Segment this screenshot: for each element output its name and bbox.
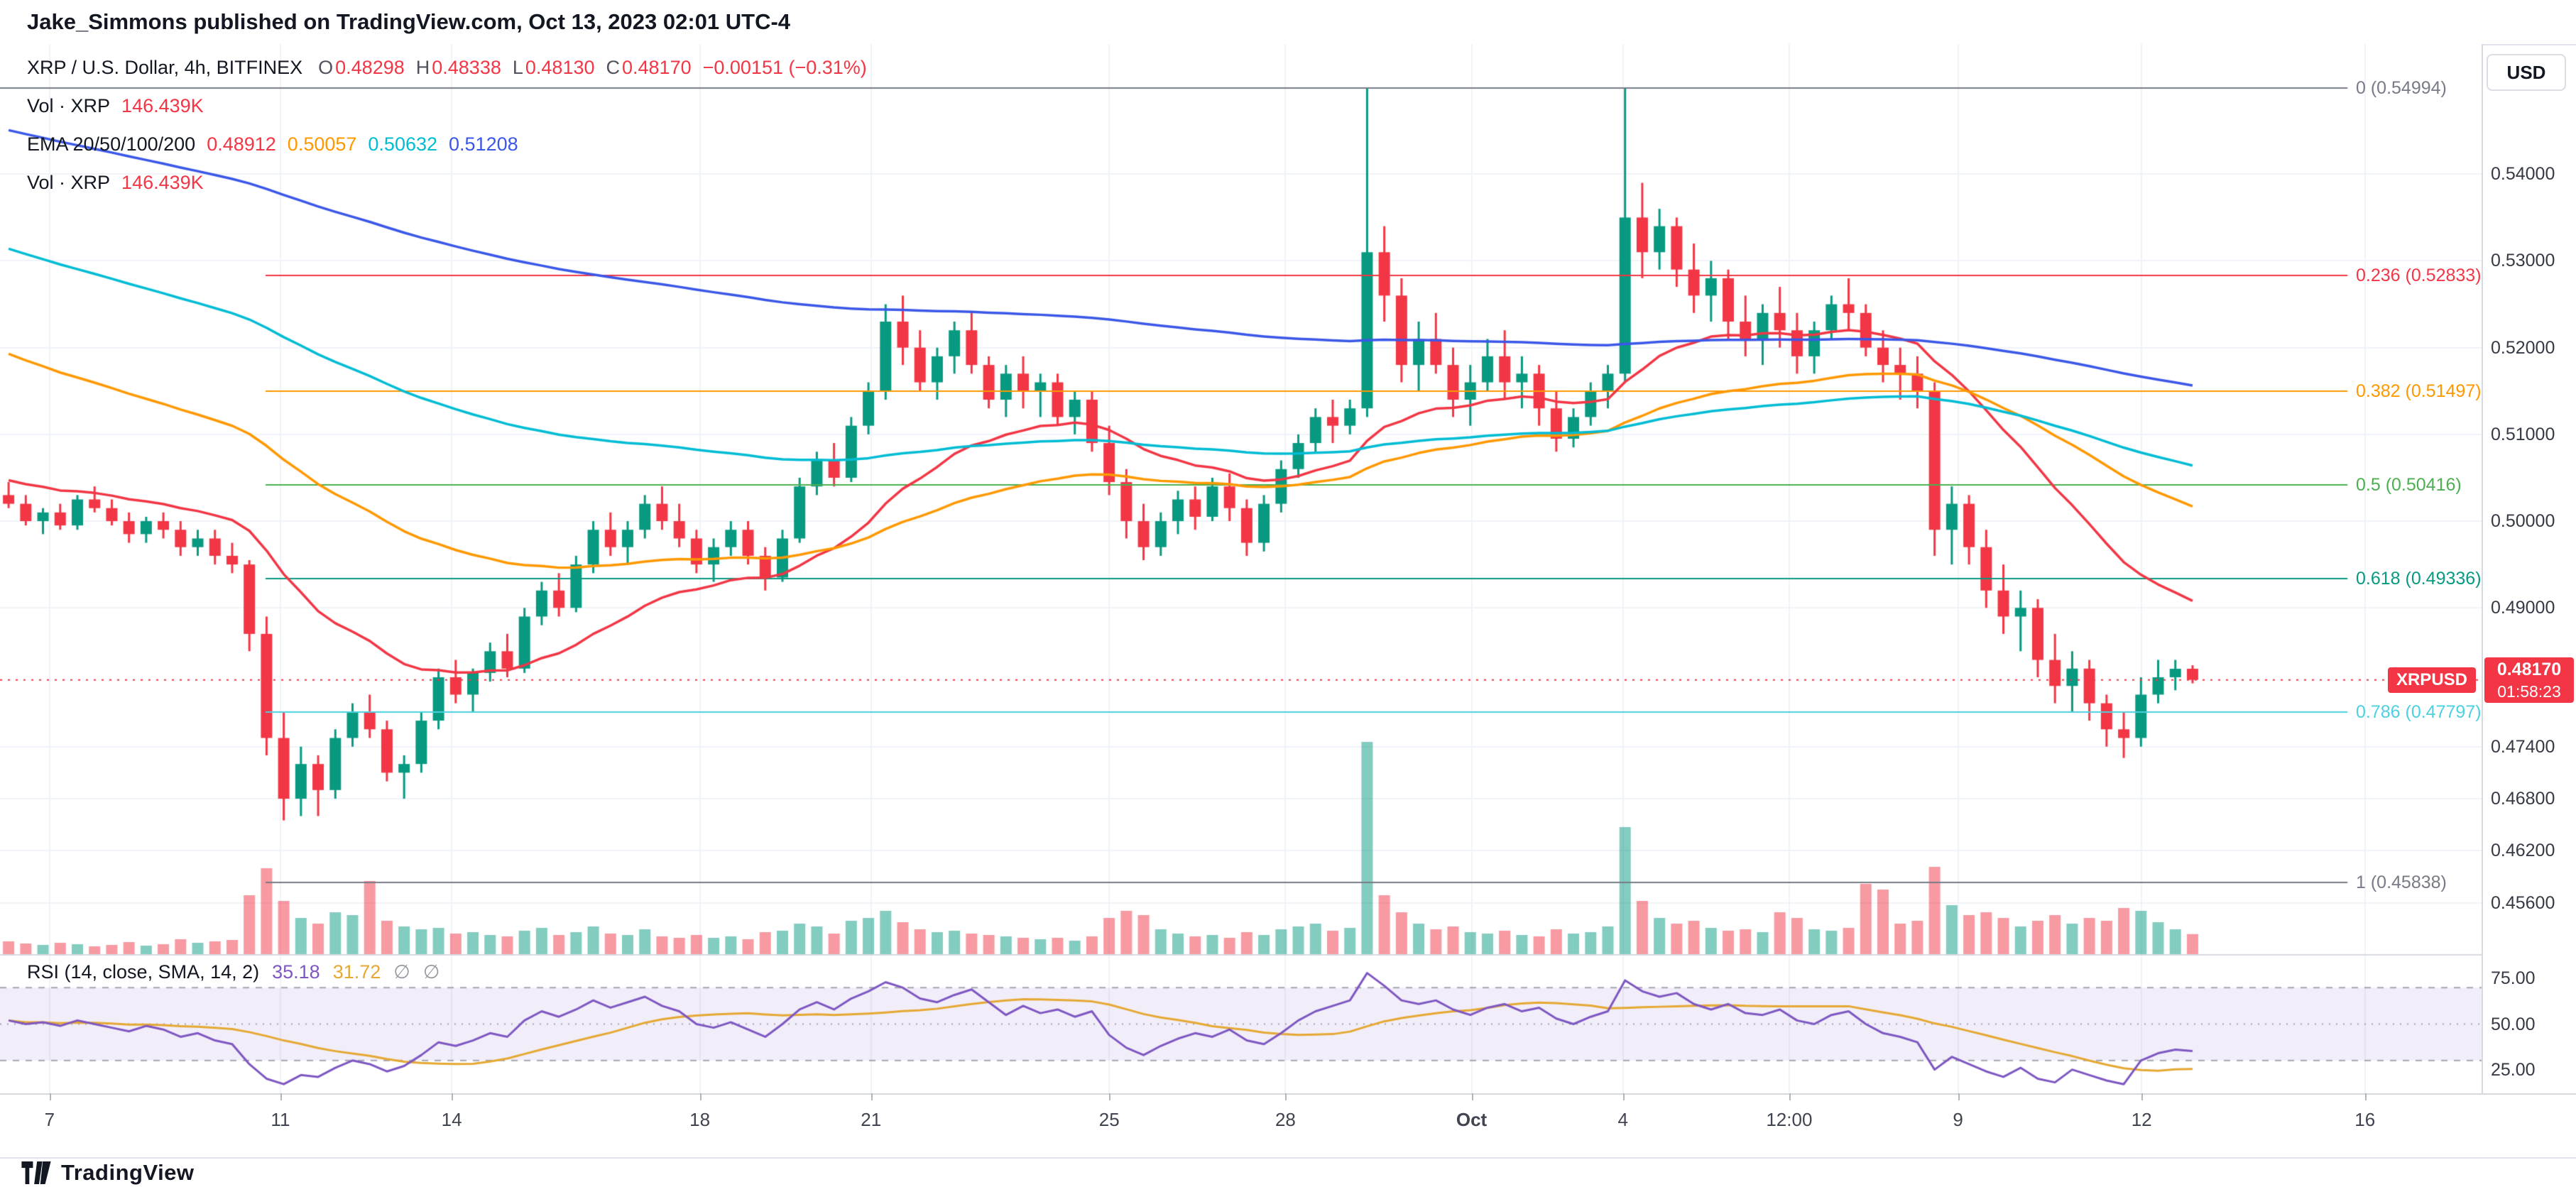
rsi-tick-label: 50.00 bbox=[2491, 1014, 2536, 1034]
rsi-indicator-label: RSI (14, close, SMA, 14, 2) bbox=[27, 961, 260, 983]
price-tick-label: 0.52000 bbox=[2491, 337, 2555, 358]
ema-indicator-label: EMA 20/50/100/200 bbox=[27, 133, 196, 155]
time-axis-tick bbox=[871, 1093, 873, 1100]
symbol-title: XRP / U.S. Dollar, 4h, BITFINEX bbox=[27, 57, 303, 78]
volume-indicator-row[interactable]: Vol · XRP 146.439K bbox=[27, 95, 204, 117]
fib-level-label[interactable]: 1 (0.45838) bbox=[2356, 872, 2447, 892]
time-axis-tick bbox=[1285, 1093, 1287, 1100]
fib-level-label[interactable]: 0.618 (0.49336) bbox=[2356, 569, 2482, 589]
price-axis-separator bbox=[2482, 44, 2483, 1093]
time-tick-label: 7 bbox=[44, 1109, 55, 1130]
time-axis-tick bbox=[1622, 1093, 1625, 1100]
time-tick-label: 14 bbox=[441, 1109, 462, 1130]
bar-countdown: 01:58:23 bbox=[2497, 682, 2561, 701]
rsi-empty-value-2: ∅ bbox=[422, 961, 440, 983]
time-axis-tick bbox=[49, 1093, 51, 1100]
time-axis-tick bbox=[699, 1093, 702, 1100]
symbol-legend-row[interactable]: XRP / U.S. Dollar, 4h, BITFINEX O 0.48298… bbox=[27, 57, 867, 79]
rsi-empty-value-1: ∅ bbox=[393, 961, 410, 983]
ema50-value: 0.50057 bbox=[287, 133, 357, 155]
low-readout: L 0.48130 bbox=[512, 57, 595, 78]
time-tick-label: 4 bbox=[1617, 1109, 1628, 1130]
volume-indicator-label-2: Vol · XRP bbox=[27, 172, 111, 193]
time-tick-label: 21 bbox=[861, 1109, 882, 1130]
ema20-value: 0.48912 bbox=[207, 133, 276, 155]
rsi-sma-value: 31.72 bbox=[332, 961, 381, 983]
rsi-indicator-row[interactable]: RSI (14, close, SMA, 14, 2) 35.18 31.72 … bbox=[27, 961, 440, 983]
time-tick-label: 18 bbox=[689, 1109, 711, 1130]
time-axis-tick bbox=[1109, 1093, 1111, 1100]
volume-indicator-row-2[interactable]: Vol · XRP 146.439K bbox=[27, 172, 204, 194]
price-tick-label: 0.47400 bbox=[2491, 736, 2555, 757]
time-tick-label: 12:00 bbox=[1766, 1109, 1813, 1130]
price-tick-label: 0.46800 bbox=[2491, 789, 2555, 809]
price-tick-label: 0.54000 bbox=[2491, 164, 2555, 185]
price-tick-label: 0.53000 bbox=[2491, 251, 2555, 271]
time-tick-label: Oct bbox=[1456, 1109, 1488, 1130]
time-axis-tick bbox=[1789, 1093, 1791, 1100]
price-tick-label: 0.51000 bbox=[2491, 424, 2555, 444]
tradingview-brand[interactable]: TradingView bbox=[61, 1160, 195, 1185]
fib-level-label[interactable]: 0.236 (0.52833) bbox=[2356, 265, 2482, 285]
time-axis[interactable] bbox=[0, 1093, 2576, 1157]
time-tick-label: 25 bbox=[1098, 1109, 1120, 1130]
rsi-tick-label: 25.00 bbox=[2491, 1059, 2536, 1080]
last-price-value: 0.48170 bbox=[2496, 659, 2562, 679]
open-readout: O 0.48298 bbox=[318, 57, 405, 78]
last-price-badge: 0.48170 01:58:23 bbox=[2484, 657, 2574, 703]
ema-indicator-row[interactable]: EMA 20/50/100/200 0.48912 0.50057 0.5063… bbox=[27, 133, 518, 155]
fib-level-label[interactable]: 0.786 (0.47797) bbox=[2356, 702, 2482, 723]
time-axis-tick bbox=[280, 1093, 282, 1100]
attribution-text: Jake_Simmons published on TradingView.co… bbox=[0, 0, 2576, 44]
close-readout: C 0.48170 bbox=[606, 57, 692, 78]
symbol-price-tag: XRPUSD bbox=[2387, 667, 2476, 693]
rsi-value: 35.18 bbox=[272, 961, 320, 983]
fib-level-label[interactable]: 0.5 (0.50416) bbox=[2356, 475, 2462, 496]
time-axis-tick bbox=[1958, 1093, 1960, 1100]
time-tick-label: 12 bbox=[2131, 1109, 2152, 1130]
volume-indicator-value-2: 146.439K bbox=[121, 172, 204, 193]
rsi-tick-label: 75.00 bbox=[2491, 968, 2536, 989]
volume-indicator-label: Vol · XRP bbox=[27, 95, 111, 116]
time-tick-label: 16 bbox=[2354, 1109, 2376, 1130]
ema100-value: 0.50632 bbox=[368, 133, 438, 155]
time-tick-label: 28 bbox=[1275, 1109, 1296, 1130]
time-axis-tick bbox=[1471, 1093, 1473, 1100]
fib-level-label[interactable]: 0 (0.54994) bbox=[2356, 77, 2447, 98]
price-tick-label: 0.45600 bbox=[2491, 892, 2555, 913]
time-axis-tick bbox=[2141, 1093, 2144, 1100]
time-axis-tick bbox=[2364, 1093, 2367, 1100]
volume-indicator-value: 146.439K bbox=[121, 95, 204, 116]
time-axis-tick bbox=[452, 1093, 454, 1100]
currency-toggle-button[interactable]: USD bbox=[2487, 54, 2566, 91]
price-tick-label: 0.49000 bbox=[2491, 598, 2555, 618]
ema200-value: 0.51208 bbox=[449, 133, 518, 155]
footer: TradingView bbox=[0, 1157, 2576, 1187]
price-tick-label: 0.50000 bbox=[2491, 511, 2555, 532]
price-tick-label: 0.46200 bbox=[2491, 841, 2555, 861]
change-readout: −0.00151 (−0.31%) bbox=[702, 57, 867, 78]
price-chart-canvas[interactable] bbox=[0, 44, 2482, 1093]
high-readout: H 0.48338 bbox=[415, 57, 501, 78]
time-tick-label: 9 bbox=[1953, 1109, 1963, 1130]
time-tick-label: 11 bbox=[271, 1109, 290, 1130]
tradingview-logo-icon[interactable] bbox=[21, 1161, 51, 1184]
fib-level-label[interactable]: 0.382 (0.51497) bbox=[2356, 381, 2482, 402]
